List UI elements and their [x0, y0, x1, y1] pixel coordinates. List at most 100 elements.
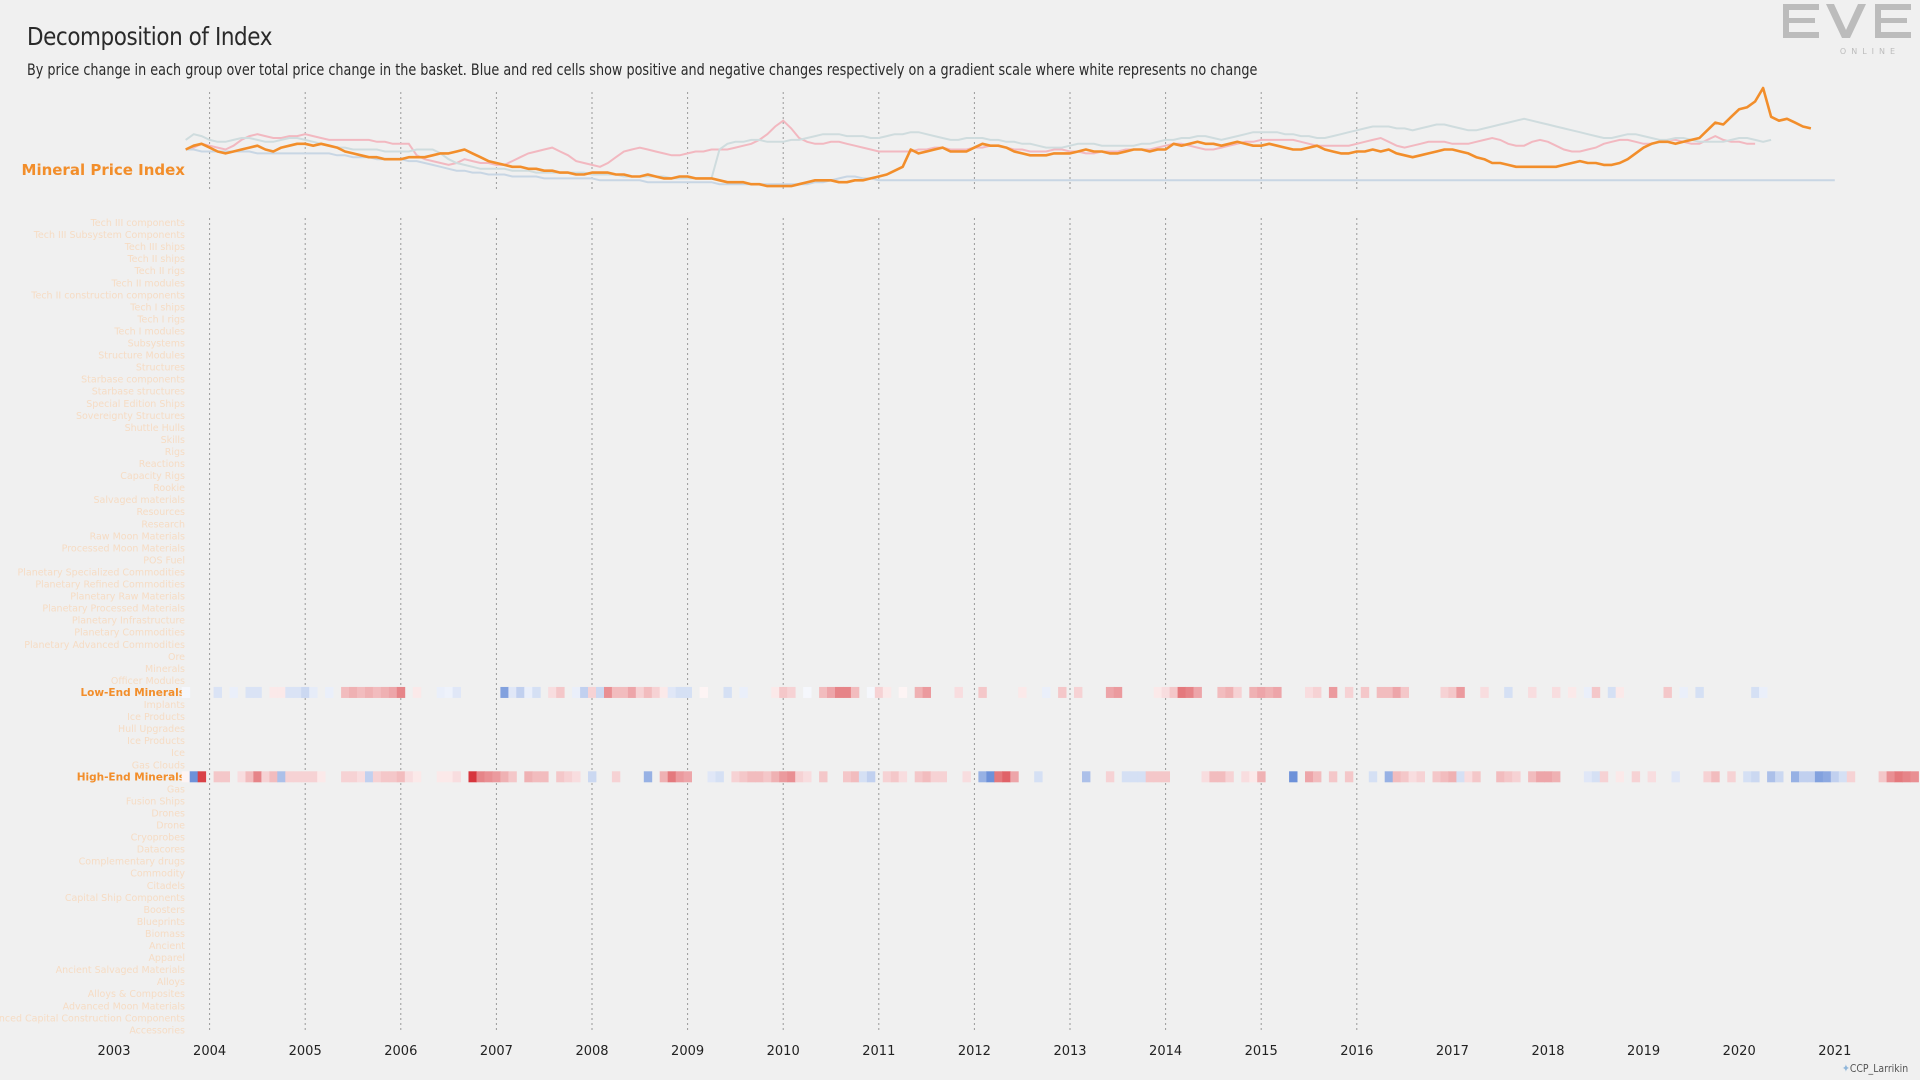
heatmap-cell — [739, 771, 748, 783]
heatmap-cell — [309, 771, 318, 783]
heatmap-cell — [619, 686, 629, 698]
x-tick-label: 2014 — [1149, 1044, 1182, 1059]
heatmap-cell — [1878, 771, 1887, 783]
heatmap-cell — [317, 771, 326, 783]
heatmap-cell — [1257, 686, 1266, 698]
heatmap-cell — [500, 686, 509, 698]
heatmap-cell — [1034, 771, 1043, 783]
heatmap-cell — [1305, 771, 1314, 783]
heatmap-cell — [1583, 771, 1593, 783]
heatmap-cell — [1536, 771, 1545, 783]
heatmap-cell — [1153, 686, 1163, 698]
heatmap-cell — [1679, 686, 1688, 698]
heatmap-cell — [819, 686, 828, 698]
heatmap-cell — [1105, 686, 1115, 698]
heatmap-cell — [604, 686, 613, 698]
page-subtitle: By price change in each group over total… — [27, 60, 1258, 79]
heatmap-cell — [572, 771, 581, 783]
author-handle: CCP_Larrikin — [1849, 1062, 1909, 1075]
heatmap-cell — [1217, 771, 1226, 783]
background-line-0 — [185, 119, 1756, 168]
row-label: Accessories — [129, 1025, 185, 1036]
heatmap-cell — [1344, 771, 1354, 783]
heatmap-cell — [1121, 771, 1131, 783]
page-title: Decomposition of Index — [27, 22, 272, 51]
heatmap-cell — [213, 771, 222, 783]
heatmap-cell — [874, 686, 884, 698]
heatmap-cell — [532, 686, 541, 698]
heatmap-cell — [293, 686, 302, 698]
heatmap-cell — [1759, 686, 1768, 698]
heatmap-cell — [954, 686, 963, 698]
heatmap-cell — [1767, 771, 1776, 783]
row-label: Fusion Ships — [126, 796, 185, 807]
row-label: Structure Modules — [98, 351, 185, 362]
heatmap-cell — [1153, 771, 1163, 783]
heatmap-cell — [1010, 771, 1019, 783]
heatmap-cell — [508, 771, 517, 783]
x-tick-label: 2007 — [480, 1044, 513, 1059]
heatmap-cell — [1456, 686, 1465, 698]
x-tick-label: 2006 — [384, 1044, 417, 1059]
heatmap-cell — [404, 771, 414, 783]
row-label: Drone — [156, 821, 185, 832]
row-label: Drones — [151, 808, 185, 819]
heatmap-cell — [309, 686, 318, 698]
heatmap-cell — [564, 771, 573, 783]
x-tick-label: 2018 — [1531, 1044, 1564, 1059]
row-label: Resources — [136, 507, 185, 518]
heatmap-cell — [524, 771, 533, 783]
heatmap-cell — [341, 686, 350, 698]
heatmap-cell — [1137, 771, 1147, 783]
row-label: Planetary Raw Materials — [70, 592, 185, 603]
heatmap-cell — [1082, 771, 1091, 783]
heatmap-cell — [253, 771, 262, 783]
heatmap-cell — [1703, 771, 1712, 783]
row-label: Advanced Moon Materials — [63, 1001, 185, 1012]
row-label: Rookie — [153, 483, 185, 494]
background-line-2 — [185, 148, 1835, 186]
heatmap-cell — [978, 771, 987, 783]
row-label: Citadels — [147, 881, 185, 892]
heatmap-cell — [850, 686, 860, 698]
gridlines — [209, 92, 1358, 1030]
heatmap-cell — [1249, 771, 1258, 783]
heatmap-cell — [922, 686, 931, 698]
heatmap-cell — [1504, 771, 1513, 783]
heatmap-cell — [436, 771, 446, 783]
heatmap-cell — [269, 771, 278, 783]
heatmap-cell — [293, 771, 302, 783]
heatmap-cell — [1241, 771, 1250, 783]
heatmap-cell — [1313, 771, 1322, 783]
row-label: Skills — [161, 435, 185, 446]
row-label: Boosters — [143, 905, 185, 916]
heatmap-cell — [492, 771, 501, 783]
heatmap-cell — [787, 771, 796, 783]
heatmap-cell — [882, 771, 892, 783]
heatmap-cell — [253, 686, 262, 698]
heatmap-cell — [850, 771, 860, 783]
heatmap-cell — [803, 771, 812, 783]
heatmap-cell — [1775, 771, 1784, 783]
row-label: Planetary Refined Commodities — [35, 580, 185, 591]
heatmap-cell — [1400, 771, 1409, 783]
heatmap-cell — [787, 686, 796, 698]
row-label: Tech II rigs — [134, 266, 185, 277]
row-label: Sovereignty Structures — [76, 411, 185, 422]
heatmap-cell — [548, 686, 557, 698]
row-label: Gas — [167, 784, 185, 795]
heatmap-cell — [1583, 686, 1593, 698]
heatmap-cell — [341, 771, 350, 783]
heatmap-cell — [1480, 686, 1489, 698]
heatmap-cell — [1504, 686, 1513, 698]
heatmap-cell — [723, 686, 732, 698]
heatmap-cell — [1647, 771, 1656, 783]
row-label: POS Fuel — [143, 555, 185, 566]
heatmap-cell — [365, 686, 374, 698]
heatmap-cell — [675, 686, 685, 698]
x-tick-label: 2019 — [1627, 1044, 1660, 1059]
row-label: Minerals — [145, 664, 185, 675]
row-label: Ice Products — [127, 712, 185, 723]
row-label: Low-End Minerals — [80, 687, 185, 699]
heatmap-cell — [1591, 686, 1601, 698]
